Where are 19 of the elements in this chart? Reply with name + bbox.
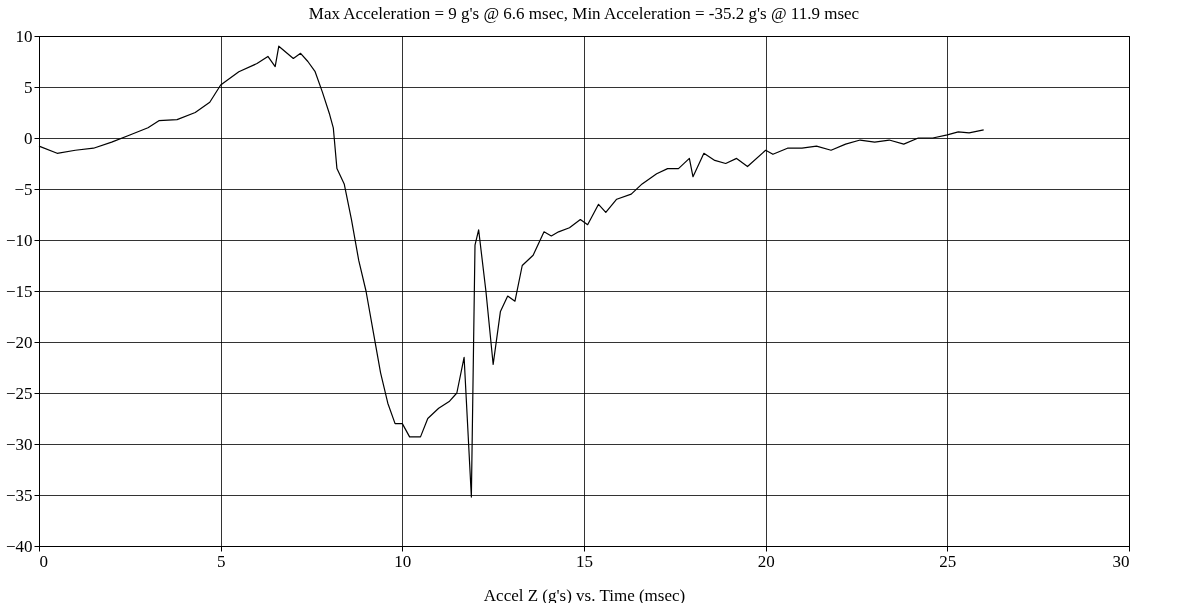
x-tick-label: 15 xyxy=(576,551,593,571)
y-tick-label: 5 xyxy=(24,77,33,97)
y-tick-label: −35 xyxy=(5,485,33,505)
y-tick-label: 0 xyxy=(24,128,33,148)
x-tick-label: 20 xyxy=(757,551,775,571)
y-tick-label: −25 xyxy=(5,383,33,403)
y-tick-label: −15 xyxy=(5,281,33,301)
y-tick-label: −5 xyxy=(14,179,33,199)
chart-title: Max Acceleration = 9 g's @ 6.6 msec, Min Acceleration = -35.2 g's @ 11.9 msec xyxy=(308,4,860,23)
x-tick-label: 10 xyxy=(394,551,412,571)
x-tick-label: 5 xyxy=(216,551,226,571)
y-tick-label: 10 xyxy=(15,26,33,46)
y-tick-label: −30 xyxy=(5,434,33,454)
x-tick-label: 30 xyxy=(1112,551,1130,571)
y-tick-label: −40 xyxy=(5,536,33,556)
x-tick-label: 0 xyxy=(39,551,48,571)
y-tick-label: −20 xyxy=(5,332,33,352)
y-tick-label: −10 xyxy=(5,230,33,250)
x-tick-label: 25 xyxy=(939,551,957,571)
